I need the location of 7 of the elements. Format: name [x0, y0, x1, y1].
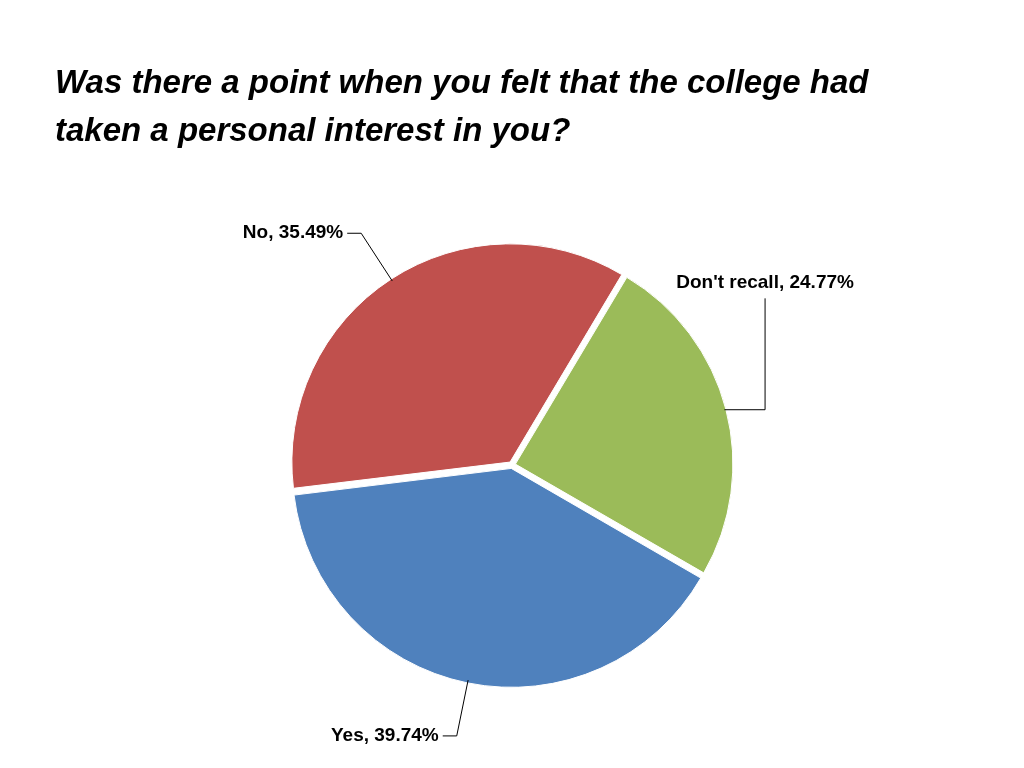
slice-label: Yes: [330, 724, 364, 746]
data-label: , 35.49%: [268, 221, 344, 243]
data-label: , 39.74%: [363, 724, 439, 746]
chart-title: Was there a point when you felt that the college had taken a personal interest in you?: [55, 62, 870, 150]
data-label: , 24.77%: [778, 270, 855, 292]
slice-label: No: [242, 221, 269, 243]
slice-label: Don't recall: [676, 270, 779, 292]
